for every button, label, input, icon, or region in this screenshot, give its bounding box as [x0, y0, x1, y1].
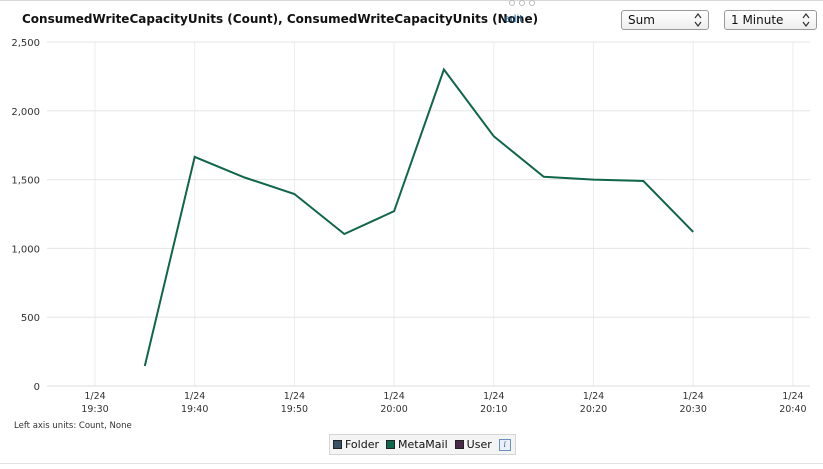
chart-area: 0 500 1,000 1,500 2,000 2,500 1/24 19:30 1/24 19… — [11, 38, 810, 415]
x-tick-date: 1/24 — [84, 391, 105, 402]
y-axis-labels: 0 500 1,000 1,500 2,000 2,500 — [11, 38, 40, 393]
legend-item-metamail[interactable]: MetaMail — [386, 438, 448, 451]
x-tick-time: 20:40 — [779, 404, 806, 415]
chart-title: ConsumedWriteCapacityUnits (Count), Cons… — [22, 12, 539, 26]
x-tick-date: 1/24 — [483, 391, 504, 402]
series-lines — [143, 67, 694, 367]
panel-top-border — [0, 0, 823, 6]
y-tick-label: 1,000 — [11, 244, 40, 255]
select-arrows-icon — [694, 13, 702, 27]
grip-dot — [519, 0, 525, 6]
info-icon[interactable]: i — [498, 438, 511, 451]
x-tick-time: 19:40 — [181, 404, 208, 415]
x-tick-date: 1/24 — [583, 391, 604, 402]
statistic-value: Sum — [628, 13, 655, 27]
axis-units-note: Left axis units: Count, None — [14, 421, 132, 431]
x-tick-time: 20:00 — [380, 404, 407, 415]
legend: Folder MetaMail User i — [329, 434, 516, 455]
x-tick-time: 19:50 — [281, 404, 308, 415]
x-tick-time: 19:30 — [81, 404, 108, 415]
grip-dot — [509, 0, 515, 6]
series-line-metamail — [143, 67, 694, 367]
legend-label: User — [466, 438, 492, 451]
legend-item-folder[interactable]: Folder — [333, 438, 379, 451]
y-gridlines — [47, 41, 810, 387]
legend-swatch — [333, 440, 342, 449]
y-tick-label: 1,500 — [11, 176, 40, 187]
x-tick-date: 1/24 — [683, 391, 704, 402]
x-axis-labels: 1/24 19:30 1/24 19:40 1/24 19:50 1/24 20:00 1/24… — [81, 391, 806, 415]
x-tick-time: 20:10 — [480, 404, 507, 415]
y-tick-label: 500 — [21, 313, 40, 324]
panel-bottom-border — [0, 463, 823, 464]
edit-link[interactable]: edit — [504, 14, 524, 25]
legend-swatch — [454, 440, 464, 449]
y-tick-label: 0 — [34, 382, 40, 393]
x-tick-date: 1/24 — [184, 391, 205, 402]
y-tick-label: 2,500 — [11, 38, 40, 49]
x-tick-date: 1/24 — [284, 391, 305, 402]
x-tick-time: 20:30 — [680, 404, 707, 415]
x-tick-date: 1/24 — [383, 391, 404, 402]
resize-grip[interactable] — [502, 0, 542, 6]
legend-item-user[interactable]: User — [454, 438, 492, 451]
chart-header: ConsumedWriteCapacityUnits (Count), Cons… — [0, 0, 823, 40]
legend-swatch — [386, 440, 395, 449]
x-tick-time: 20:20 — [580, 404, 607, 415]
x-gridlines — [94, 42, 794, 386]
legend-label: Folder — [345, 438, 379, 451]
y-tick-label: 2,000 — [11, 107, 40, 118]
x-tick-date: 1/24 — [782, 391, 803, 402]
period-value: 1 Minute — [731, 13, 784, 27]
grip-dot — [529, 0, 535, 6]
select-arrows-icon — [802, 13, 810, 27]
legend-label: MetaMail — [398, 438, 448, 451]
statistic-select[interactable]: Sum — [621, 10, 709, 30]
period-select[interactable]: 1 Minute — [724, 10, 817, 30]
